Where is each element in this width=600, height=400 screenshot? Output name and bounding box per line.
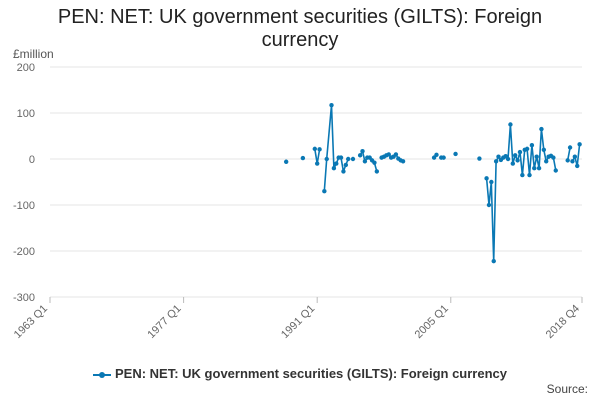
data-point [527, 172, 532, 178]
x-tick-label: 1963 Q1 [12, 303, 50, 341]
data-point [541, 147, 547, 152]
x-tick-label: 1977 Q1 [145, 303, 183, 341]
data-point [362, 159, 368, 164]
data-point [343, 162, 349, 168]
data-point [493, 159, 499, 164]
data-point [350, 156, 356, 162]
y-tick-label: -300 [13, 292, 35, 304]
data-point [484, 176, 489, 181]
x-tick-label: 1991 Q1 [279, 303, 317, 341]
data-point [322, 189, 327, 194]
data-point [508, 122, 513, 127]
source-label: Source: [546, 382, 588, 396]
data-point [441, 155, 446, 160]
data-point [372, 160, 377, 165]
data-point [524, 146, 530, 152]
data-point [567, 145, 573, 150]
gridlines [50, 66, 582, 298]
data-point [517, 149, 523, 155]
data-point [341, 169, 346, 174]
data-point [565, 158, 570, 163]
data-point [505, 156, 511, 162]
data-point [496, 154, 501, 159]
data-point [329, 102, 334, 108]
chart-title-line-1: PEN: NET: UK government securities (GILT… [57, 6, 543, 28]
y-axis-tick-labels: 200 100 0 -100 -200 -300 [13, 62, 35, 304]
x-tick-label: 2005 Q1 [413, 303, 451, 341]
x-tick-label: 2018 Q4 [544, 303, 582, 341]
data-point [283, 159, 289, 164]
x-axis: 1963 Q1 1977 Q1 1991 Q1 2005 Q1 2018 Q4 [12, 297, 583, 341]
data-point [570, 159, 575, 164]
data-point [324, 156, 329, 162]
y-tick-label: -100 [13, 200, 35, 212]
data-point [300, 155, 306, 161]
y-tick-label: 0 [29, 154, 35, 166]
series-line-segment [323, 104, 349, 192]
data-point [331, 166, 337, 171]
data-point [553, 168, 558, 173]
data-point [572, 154, 578, 159]
data-point [532, 166, 537, 171]
data-point [400, 159, 406, 164]
chart-title: PEN: NET: UK government securities (GILT… [0, 6, 600, 52]
legend-line-marker-icon [93, 370, 111, 380]
data-point [374, 169, 380, 174]
data-point [314, 161, 320, 166]
data-point [486, 202, 492, 208]
data-point [386, 152, 391, 157]
legend-series-label: PEN: NET: UK government securities (GILT… [115, 366, 507, 381]
y-axis-unit-label: £million [13, 47, 54, 61]
series-line-segment [571, 144, 581, 167]
data-point [477, 156, 482, 161]
y-tick-label: 100 [17, 108, 35, 120]
data-point [551, 155, 556, 160]
data-point [513, 153, 518, 158]
series-line-segment [485, 123, 557, 262]
series-line [283, 102, 582, 264]
data-point [529, 143, 535, 148]
data-point [544, 159, 549, 164]
data-point [577, 142, 582, 147]
data-point [393, 152, 399, 157]
data-point [489, 179, 494, 185]
data-point [346, 156, 351, 162]
data-point [312, 146, 318, 152]
y-tick-label: -200 [13, 246, 35, 258]
data-point [575, 163, 580, 169]
data-point [539, 126, 544, 132]
data-point [510, 161, 516, 166]
data-point [357, 153, 363, 158]
data-point [434, 152, 439, 158]
data-point [338, 155, 344, 160]
data-point [491, 258, 496, 264]
data-point [360, 148, 365, 154]
y-tick-label: 200 [17, 62, 35, 74]
data-point [317, 147, 322, 152]
legend[interactable]: PEN: NET: UK government securities (GILT… [0, 366, 600, 381]
data-point [334, 161, 339, 166]
data-point [536, 166, 542, 171]
data-point [520, 172, 525, 178]
data-point [453, 151, 458, 157]
chart-title-line-2: currency [261, 29, 339, 51]
data-point [534, 154, 539, 159]
data-point [515, 158, 520, 163]
